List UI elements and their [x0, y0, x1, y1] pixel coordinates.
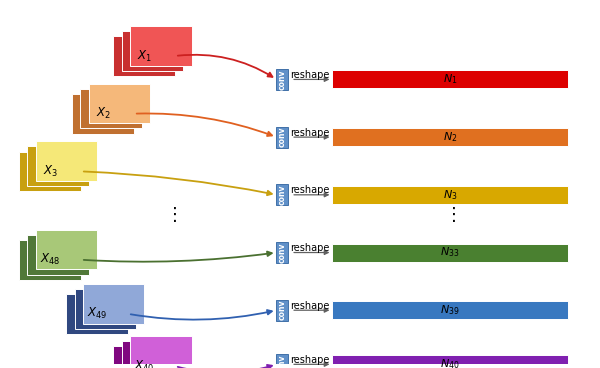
FancyBboxPatch shape [332, 244, 568, 262]
Text: $\mathit{N_{33}}$: $\mathit{N_{33}}$ [440, 245, 460, 259]
Text: $\mathit{N_{2}}$: $\mathit{N_{2}}$ [443, 130, 457, 144]
FancyBboxPatch shape [89, 84, 151, 123]
Text: $\vdots$: $\vdots$ [444, 205, 456, 224]
Text: $\mathit{X_{48}}$: $\mathit{X_{48}}$ [40, 252, 61, 267]
FancyBboxPatch shape [113, 346, 175, 368]
Text: reshape: reshape [290, 70, 330, 80]
Text: $\mathit{N_{1}}$: $\mathit{N_{1}}$ [443, 72, 457, 86]
Text: $\mathit{X_{3}}$: $\mathit{X_{3}}$ [43, 164, 58, 179]
FancyBboxPatch shape [72, 94, 134, 134]
FancyBboxPatch shape [19, 152, 81, 191]
Text: conv: conv [278, 127, 287, 147]
FancyBboxPatch shape [28, 146, 89, 186]
Text: $\mathit{N_{3}}$: $\mathit{N_{3}}$ [443, 188, 457, 202]
FancyBboxPatch shape [35, 141, 97, 181]
FancyBboxPatch shape [74, 289, 136, 329]
FancyBboxPatch shape [332, 70, 568, 88]
FancyBboxPatch shape [277, 300, 288, 321]
FancyBboxPatch shape [130, 336, 191, 368]
FancyBboxPatch shape [28, 235, 89, 275]
FancyBboxPatch shape [277, 127, 288, 148]
Text: conv: conv [278, 185, 287, 205]
FancyBboxPatch shape [277, 242, 288, 263]
FancyBboxPatch shape [122, 31, 183, 71]
FancyBboxPatch shape [80, 89, 142, 128]
Text: reshape: reshape [290, 185, 330, 195]
Text: conv: conv [278, 300, 287, 321]
Text: reshape: reshape [290, 128, 330, 138]
Text: $\mathit{N_{39}}$: $\mathit{N_{39}}$ [440, 303, 460, 317]
FancyBboxPatch shape [332, 301, 568, 319]
FancyBboxPatch shape [332, 355, 568, 368]
Text: $\mathit{X_{1}}$: $\mathit{X_{1}}$ [137, 49, 152, 64]
FancyBboxPatch shape [66, 294, 128, 334]
FancyBboxPatch shape [130, 26, 191, 66]
Text: conv: conv [278, 69, 287, 90]
FancyBboxPatch shape [277, 184, 288, 205]
Text: reshape: reshape [290, 355, 330, 365]
FancyBboxPatch shape [277, 354, 288, 368]
Text: $\mathit{X_{40}}$: $\mathit{X_{40}}$ [134, 358, 154, 368]
Text: reshape: reshape [290, 301, 330, 311]
Text: conv: conv [278, 354, 287, 368]
FancyBboxPatch shape [332, 128, 568, 146]
FancyBboxPatch shape [277, 69, 288, 90]
Text: $\mathit{X_{2}}$: $\mathit{X_{2}}$ [95, 106, 110, 121]
Text: $\mathit{N_{40}}$: $\mathit{N_{40}}$ [440, 357, 460, 368]
FancyBboxPatch shape [19, 240, 81, 280]
Text: reshape: reshape [290, 243, 330, 253]
Text: $\vdots$: $\vdots$ [165, 205, 176, 224]
FancyBboxPatch shape [332, 186, 568, 204]
FancyBboxPatch shape [35, 230, 97, 269]
FancyBboxPatch shape [83, 284, 145, 323]
Text: $\mathit{X_{49}}$: $\mathit{X_{49}}$ [87, 306, 107, 321]
FancyBboxPatch shape [122, 341, 183, 368]
Text: conv: conv [278, 242, 287, 263]
FancyBboxPatch shape [113, 36, 175, 76]
